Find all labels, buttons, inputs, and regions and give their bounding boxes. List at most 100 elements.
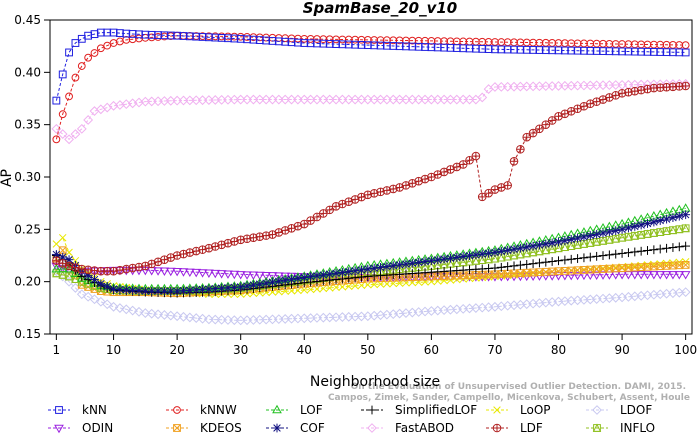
point-odin [210,269,221,279]
point-fastabod [254,94,265,105]
legend-item-ldof: LDOF [586,403,652,417]
point-cof [420,257,430,266]
point-ldf [516,144,525,154]
point-simplifiedlof [560,255,570,265]
point-ldf [179,249,188,259]
point-ldof [197,313,208,324]
point-cof [617,224,627,234]
point-cof [255,279,265,289]
point-knnw [77,62,86,70]
chart-title: SpamBase_20_v10 [303,0,457,17]
point-knnw [681,41,690,50]
point-cof [630,222,640,231]
point-cof [229,282,239,292]
point-ldf [230,237,239,246]
point-ldf [547,116,557,125]
point-simplifiedlof [611,249,621,259]
series-cof [51,210,691,296]
point-odin [572,271,583,281]
point-odin [560,272,570,281]
point-ldof [204,314,214,325]
point-odin [668,271,678,280]
point-ldf [522,132,532,142]
point-odin [153,267,163,276]
point-cof [306,272,316,282]
point-fastabod [394,94,405,105]
point-simplifiedlof [636,246,646,256]
point-loop [637,261,645,270]
legend-label: ODIN [82,421,113,434]
point-cof [407,258,417,268]
point-cof [560,236,570,246]
point-cof [249,280,258,290]
legend-label: FastABOD [395,421,454,434]
legend-item-simplifiedlof: SimplifiedLOF [361,403,477,417]
point-cof [318,270,328,280]
point-cof [439,254,449,264]
point-cof [566,234,576,244]
point-fastabod [445,94,456,105]
point-cof [681,210,691,220]
point-odin [172,267,182,277]
point-ldf [344,197,354,207]
point-ldf [210,242,220,251]
point-ldof [102,299,113,310]
point-cof [674,211,684,221]
point-knn [65,48,73,57]
point-cof [382,262,392,271]
point-ldf [204,243,214,253]
legend-item-odin: ODIN [48,421,113,434]
point-ldof [153,309,163,320]
legend-label: kNN [82,403,107,417]
y-tick-label: 0.35 [14,118,41,132]
point-ldf [458,160,468,169]
point-cof [395,260,405,270]
point-fastabod [451,94,462,105]
point-cof [668,213,678,223]
point-simplifiedlof [503,262,513,271]
point-knnw [84,53,93,62]
legend-marker-knn [55,406,63,414]
point-loop [338,283,347,291]
point-ldof [76,289,87,300]
point-odin [229,270,240,280]
point-simplifiedlof [522,259,532,269]
point-knnw [65,92,73,101]
point-fastabod [413,94,424,105]
point-ldf [172,251,182,260]
point-simplifiedlof [592,251,602,261]
point-ldf [376,187,385,197]
point-fastabod [292,94,303,105]
point-odin [242,271,252,280]
point-cof [624,223,633,233]
point-simplifiedlof [630,247,640,257]
point-ldf [312,212,322,222]
point-odin [674,271,685,280]
point-cof [268,277,277,287]
point-loop [478,273,486,282]
point-odin [254,271,265,281]
point-kdeos [675,261,684,270]
y-tick-label: 0.30 [14,170,41,184]
point-fastabod [273,94,284,105]
point-cof [528,241,538,251]
point-ldf [535,124,544,134]
point-cof [509,244,519,254]
legend-marker-ldof [592,405,602,415]
point-cof [331,268,341,278]
point-knnw [96,44,105,53]
point-cof [90,275,99,284]
x-tick-label: 50 [360,343,375,357]
point-knn [52,96,61,105]
point-ldf [306,216,315,225]
point-odin [261,271,271,281]
point-kdeos [643,262,652,271]
point-ldof [165,310,176,321]
point-simplifiedlof [515,260,525,270]
point-cof [134,286,144,296]
point-odin [642,271,653,280]
point-simplifiedlof [643,246,652,255]
point-odin [585,271,596,281]
point-simplifiedlof [573,254,582,263]
point-fastabod [420,94,430,105]
